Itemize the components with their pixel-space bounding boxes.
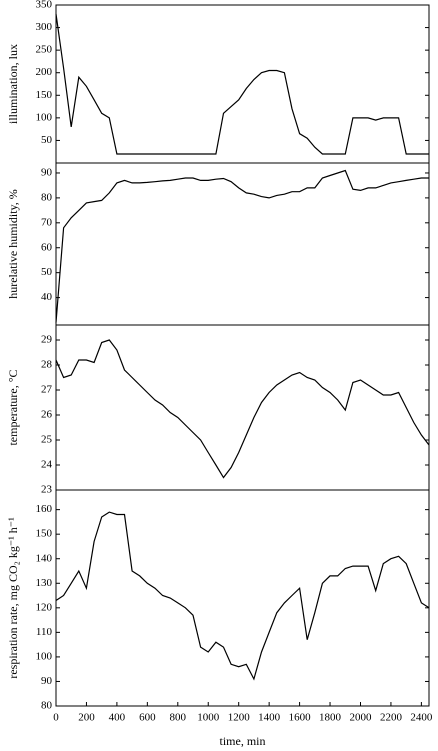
y-tick-label: 120 [36, 601, 53, 613]
y-tick-label: 26 [41, 409, 53, 421]
x-tick-label: 1400 [258, 712, 281, 724]
x-tick-label: 200 [78, 712, 95, 724]
y-tick-label: 150 [36, 89, 53, 101]
y-tick-label: 100 [36, 650, 53, 662]
x-tick-label: 800 [170, 712, 187, 724]
x-tick-label: 2400 [410, 712, 433, 724]
y-tick-label: 40 [41, 291, 53, 303]
y-tick-label: 150 [36, 528, 53, 540]
data-line [55, 339, 430, 479]
y-tick-label: 110 [36, 626, 53, 638]
x-tick-label: 2000 [349, 712, 372, 724]
y-tick-label: 350 [36, 0, 53, 11]
y-tick-label: 24 [41, 459, 53, 471]
y-tick-label: 80 [41, 700, 53, 712]
y-tick-label: 50 [41, 266, 53, 278]
y-tick-label: 90 [41, 675, 53, 687]
panel-frame [55, 4, 430, 164]
y-tick-label: 250 [36, 44, 53, 56]
y-tick-label: 130 [36, 577, 53, 589]
x-axis-label: time, min [220, 734, 266, 748]
x-tick-label: 1000 [197, 712, 220, 724]
x-tick-label: 400 [109, 712, 126, 724]
y-tick-label: 25 [41, 434, 53, 446]
panel-frame [55, 489, 430, 707]
y-axis-label: hurelative humidity, % [6, 189, 20, 299]
data-line [55, 511, 430, 681]
y-tick-label: 50 [41, 134, 53, 146]
y-tick-label: 300 [36, 21, 53, 33]
x-tick-label: 2200 [380, 712, 403, 724]
y-axis-label: temperature, °C [6, 369, 20, 445]
y-tick-label: 29 [41, 334, 53, 346]
y-tick-label: 28 [41, 359, 53, 371]
y-tick-label: 90 [41, 167, 53, 179]
x-tick-label: 600 [139, 712, 156, 724]
data-line [55, 169, 429, 323]
x-tick-label: 0 [53, 712, 59, 724]
x-tick-label: 1800 [319, 712, 342, 724]
y-tick-label: 80 [41, 191, 53, 203]
data-line [55, 13, 429, 155]
x-tick-label: 1200 [228, 712, 251, 724]
y-tick-label: 200 [36, 66, 53, 78]
y-tick-label: 60 [41, 241, 53, 253]
y-tick-label: 23 [41, 484, 53, 496]
y-axis-label: illumination, lux [6, 44, 20, 124]
y-tick-label: 27 [41, 384, 53, 396]
y-tick-label: 140 [36, 552, 53, 564]
y-tick-label: 160 [36, 503, 53, 515]
x-tick-label: 1600 [289, 712, 312, 724]
panel-frame [55, 324, 430, 491]
y-tick-label: 100 [36, 111, 53, 123]
y-tick-label: 70 [41, 216, 53, 228]
y-axis-label: respiration rate, mg CO₂ kg⁻¹ h⁻¹ [6, 517, 20, 679]
